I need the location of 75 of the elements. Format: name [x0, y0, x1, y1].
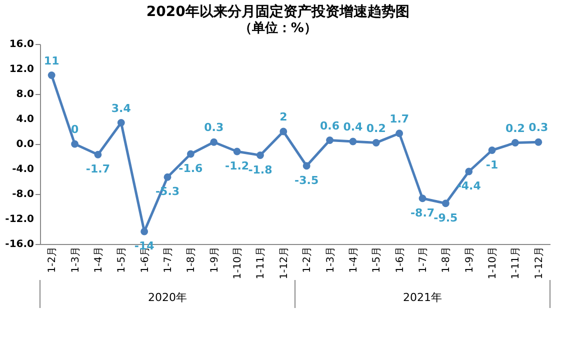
point	[117, 119, 125, 126]
x-tick-label: 1-4月	[348, 246, 360, 273]
x-tick-label: 1-3月	[325, 246, 336, 273]
point	[372, 139, 380, 146]
point	[71, 140, 78, 148]
y-tick-label: -8.0	[12, 189, 34, 200]
point	[94, 150, 102, 158]
point	[488, 146, 496, 154]
data-label: 0.6	[320, 119, 340, 132]
point	[442, 200, 450, 208]
data-label: -1.2	[225, 160, 250, 172]
x-tick-label: 1-7月	[163, 246, 174, 273]
x-tick-label: 1-12月	[278, 246, 290, 280]
x-tick-label: 1-12月	[534, 246, 545, 280]
data-label: 0	[70, 123, 79, 136]
x-tick-label: 1-2月	[47, 246, 58, 273]
point	[512, 139, 519, 146]
x-tick-label: 1-11月	[256, 246, 267, 280]
point	[326, 136, 334, 144]
point	[349, 138, 357, 146]
data-label: -9.5	[434, 211, 458, 224]
point	[256, 152, 264, 159]
data-label: -1.7	[86, 162, 110, 176]
x-tick-label: 1-7月	[418, 246, 429, 273]
x-tick-label: 1-11月	[510, 246, 522, 280]
chart-subtitle: （单位：%）	[238, 20, 317, 36]
point	[302, 162, 310, 170]
data-label: 0.2	[505, 122, 525, 135]
point	[465, 168, 473, 176]
data-label: -1.6	[178, 162, 204, 175]
x-tick-label: 1-5月	[116, 246, 128, 273]
point	[280, 128, 288, 136]
chart-title: 2020年以来分月固定资产投资增速趋势图	[146, 3, 410, 20]
point	[48, 72, 56, 79]
y-tick-label: 4.0	[16, 114, 34, 125]
text: 2021年	[403, 291, 442, 304]
point	[210, 138, 218, 146]
x-tick-label: 1-8月	[186, 246, 198, 273]
y-tick-label: -4.0	[12, 164, 34, 175]
x-tick-label: 1-2月	[302, 246, 314, 273]
x-tick-label: 1-10月	[488, 246, 499, 280]
data-label: -1.8	[248, 163, 272, 176]
y-tick-label: -16.0	[5, 239, 34, 250]
data-label: -1	[486, 158, 498, 172]
point	[396, 130, 404, 138]
point	[418, 194, 426, 202]
point	[534, 138, 542, 146]
text: 2020年	[148, 291, 187, 304]
data-label: 0.3	[204, 121, 224, 134]
x-tick-label: 1-10月	[232, 246, 244, 280]
data-label: -3.5	[294, 174, 319, 187]
point	[186, 150, 194, 158]
x-tick-label: 1-9月	[464, 246, 476, 273]
data-label: 2	[280, 110, 288, 124]
data-label: 1.7	[390, 112, 410, 126]
x-tick-label: 1-5月	[372, 246, 383, 273]
x-tick-label: 1-3月	[70, 246, 82, 273]
point	[233, 148, 241, 156]
data-label: 0.3	[528, 121, 548, 134]
y-tick-label: 12.0	[9, 64, 34, 75]
x-tick-label: 1-8月	[441, 246, 452, 273]
y-tick-label: 0.0	[16, 139, 34, 150]
point	[140, 228, 148, 236]
x-tick-label: 1-6月	[394, 246, 406, 273]
y-tick-label: 8.0	[16, 89, 34, 100]
data-label: -8.7	[410, 206, 435, 220]
data-label: 11	[44, 54, 60, 68]
data-label: 0.2	[366, 122, 386, 135]
point	[164, 173, 172, 181]
y-tick-label: 16.0	[9, 39, 34, 50]
x-tick-label: 1-9月	[209, 246, 220, 273]
x-tick-label: 1-4月	[93, 246, 104, 273]
data-label: 3.4	[111, 102, 132, 115]
data-label: 0.4	[343, 120, 364, 134]
y-tick-label: -12.0	[5, 214, 34, 225]
